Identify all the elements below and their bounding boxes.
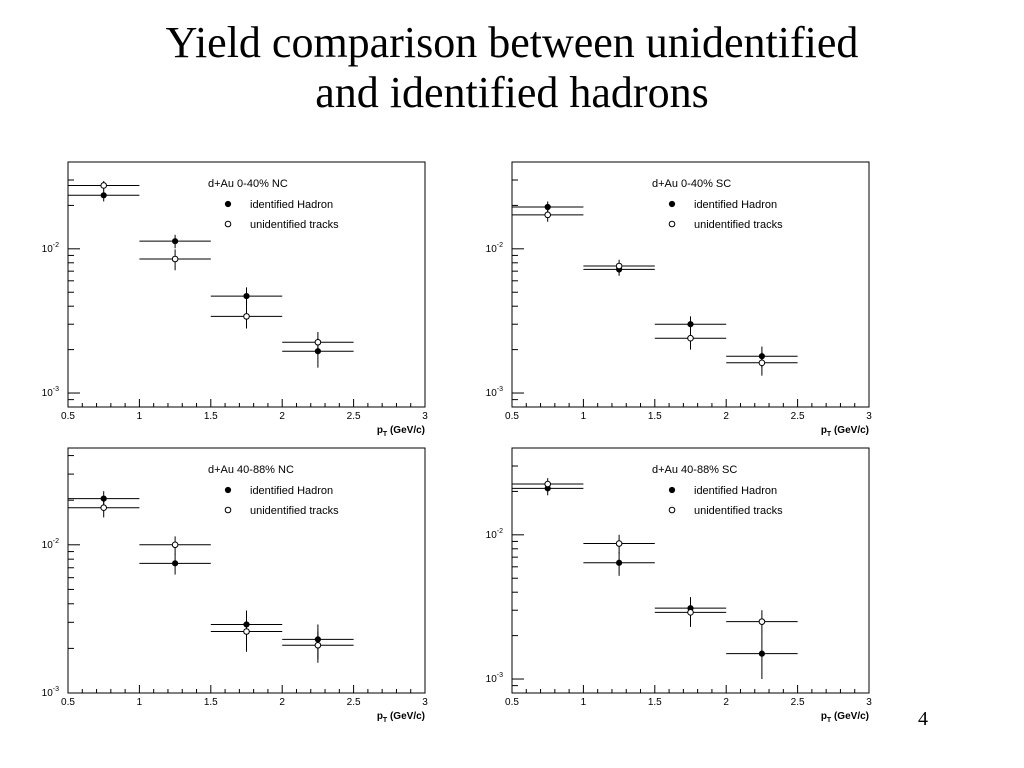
unidentified-track-point <box>171 255 179 263</box>
identified-hadron-point <box>100 192 107 199</box>
unidentified-track-point <box>687 609 694 616</box>
legend-entry: unidentified tracks <box>694 505 783 517</box>
x-tick-label: 2 <box>279 697 285 708</box>
x-tick-label: 1.5 <box>204 411 218 422</box>
x-tick-label: 1.5 <box>204 697 218 708</box>
legend-title: d+Au 40-88% NC <box>208 464 294 476</box>
identified-hadron-point <box>687 321 694 328</box>
x-tick-label: 1 <box>137 411 143 422</box>
y-tick-label: 10-3 <box>486 672 503 685</box>
x-tick-label: 3 <box>866 411 872 422</box>
unidentified-track-point <box>243 628 250 635</box>
x-tick-label: 1 <box>581 411 587 422</box>
unidentified-track-point <box>243 313 250 320</box>
unidentified-track-point <box>171 541 179 549</box>
x-tick-label: 2 <box>723 411 729 422</box>
y-tick-label: 10-2 <box>42 538 59 551</box>
legend-filled-marker <box>668 486 676 494</box>
slide-title-line-1: Yield comparison between unidentified <box>165 18 859 67</box>
plot-frame <box>511 447 870 694</box>
plot-frame <box>67 161 426 408</box>
unidentified-track-point <box>687 334 694 342</box>
plot-frame <box>67 447 426 694</box>
unidentified-track-point <box>314 641 322 649</box>
unidentified-track-point <box>314 338 322 346</box>
legend-open-marker <box>668 220 676 228</box>
chart-40-88-nc: 0.5 1 1.5 2 2.5 3 10-2 10-3 pT (GeV/c) d+Au 40-88… <box>42 447 428 724</box>
legend-entry: identified Hadron <box>250 199 333 211</box>
x-tick-label: 2.5 <box>347 697 361 708</box>
x-tick-label: 0.5 <box>61 697 75 708</box>
x-tick-label: 0.5 <box>505 411 519 422</box>
unidentified-track-point <box>100 504 107 511</box>
unidentified-track-point <box>100 182 107 189</box>
x-axis-label: pT (GeV/c) <box>377 711 425 724</box>
y-tick-label: 10-3 <box>42 686 59 699</box>
unidentified-track-point <box>758 359 766 367</box>
unidentified-track-point <box>615 262 623 270</box>
legend-filled-marker <box>224 200 232 208</box>
legend-entry: identified Hadron <box>694 199 777 211</box>
unidentified-track-point <box>615 540 623 547</box>
legend-filled-marker <box>668 200 676 208</box>
plot-frame <box>511 161 870 408</box>
identified-hadron-point <box>616 559 623 566</box>
page-number: 4 <box>918 708 928 730</box>
legend-entry: unidentified tracks <box>250 505 339 517</box>
x-tick-label: 2.5 <box>791 697 805 708</box>
identified-hadron-point <box>172 560 179 567</box>
x-axis-label: pT (GeV/c) <box>821 711 869 724</box>
identified-hadron-point <box>758 650 765 657</box>
y-tick-label: 10-3 <box>42 386 59 399</box>
unidentified-track-point <box>544 211 551 219</box>
slide-title: Yield comparison between unidentified an… <box>0 18 1024 118</box>
x-tick-label: 1 <box>581 697 587 708</box>
x-tick-label: 3 <box>866 697 872 708</box>
slide-title-line-2: and identified hadrons <box>315 68 709 117</box>
chart-0-40-sc: 0.5 1 1.5 2 2.5 3 10-2 10-3 pT (GeV/c) d+Au 0-40%… <box>486 161 872 438</box>
legend-entry: unidentified tracks <box>694 219 783 231</box>
chart-40-88-sc: 0.5 1 1.5 2 2.5 3 10-2 10-3 pT (GeV/c) d+Au 40-88… <box>486 447 872 724</box>
x-tick-label: 3 <box>422 411 428 422</box>
legend-open-marker <box>224 506 232 514</box>
y-tick-label: 10-2 <box>42 242 59 255</box>
x-axis-label: pT (GeV/c) <box>821 425 869 438</box>
unidentified-track-point <box>758 618 766 625</box>
legend-entry: identified Hadron <box>250 485 333 497</box>
x-tick-label: 2.5 <box>347 411 361 422</box>
x-tick-label: 1 <box>137 697 143 708</box>
x-tick-label: 3 <box>422 697 428 708</box>
x-tick-label: 2.5 <box>791 411 805 422</box>
y-tick-label: 10-3 <box>486 386 503 399</box>
legend-filled-marker <box>224 486 232 494</box>
x-tick-label: 2 <box>279 411 285 422</box>
legend-title: d+Au 0-40% SC <box>652 178 731 190</box>
y-tick-label: 10-2 <box>486 528 503 541</box>
legend-title: d+Au 0-40% NC <box>208 178 288 190</box>
x-tick-label: 0.5 <box>505 697 519 708</box>
legend-open-marker <box>668 506 676 514</box>
x-tick-label: 0.5 <box>61 411 75 422</box>
legend-open-marker <box>224 220 232 228</box>
x-axis-label: pT (GeV/c) <box>377 425 425 438</box>
legend-entry: unidentified tracks <box>250 219 339 231</box>
x-tick-label: 2 <box>723 697 729 708</box>
identified-hadron-point <box>172 238 179 245</box>
x-tick-label: 1.5 <box>648 411 662 422</box>
chart-0-40-nc: 0.5 1 1.5 2 2.5 3 10-2 10-3 pT (GeV/c) d+Au 0-40%… <box>42 161 428 438</box>
x-tick-label: 1.5 <box>648 697 662 708</box>
identified-hadron-point <box>243 293 250 300</box>
legend-entry: identified Hadron <box>694 485 777 497</box>
unidentified-track-point <box>544 480 551 488</box>
y-tick-label: 10-2 <box>486 242 503 255</box>
legend-title: d+Au 40-88% SC <box>652 464 737 476</box>
